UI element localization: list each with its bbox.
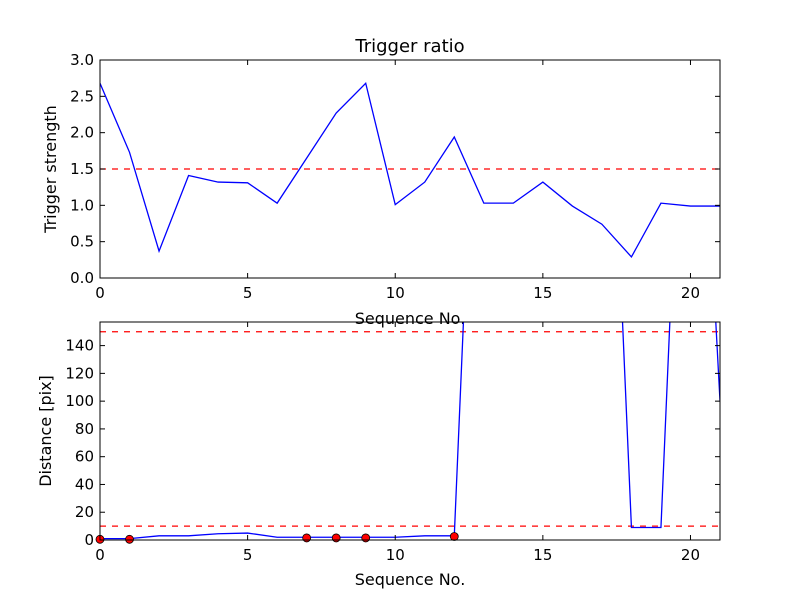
- y-tick-label: 2.0: [70, 124, 94, 142]
- x-tick-label: 15: [533, 546, 552, 564]
- x-tick-label: 5: [243, 546, 253, 564]
- x-tick-label: 20: [681, 546, 700, 564]
- plot-frame: [99, 321, 721, 541]
- y-axis: 0.0 0.5 1.0 1.5 2.0 2.5 3.0: [70, 51, 720, 287]
- x-tick-label: 10: [386, 546, 405, 564]
- y-tick-label: 2.5: [70, 87, 94, 105]
- y-tick-label: 20: [75, 503, 94, 521]
- data-marker: [449, 532, 459, 541]
- x-axis: 0 5 10 15 20: [95, 322, 700, 564]
- series-line: [100, 322, 720, 540]
- plot-frame: [99, 59, 721, 279]
- y-tick-label: 0.5: [70, 233, 94, 251]
- data-marker: [125, 534, 134, 544]
- series-line: [100, 81, 720, 259]
- y-tick-label: 60: [75, 448, 94, 466]
- markers-layer: [95, 532, 459, 544]
- y-axis: 0 20 40 60 80 100 120 140: [65, 337, 720, 549]
- series-layer: [100, 322, 720, 540]
- series-layer: [100, 81, 720, 259]
- y-tick-label: 120: [65, 364, 94, 382]
- x-tick-label: 0: [95, 546, 105, 564]
- x-axis-label: Sequence No.: [355, 309, 466, 328]
- data-marker: [361, 533, 371, 543]
- y-tick-label: 80: [75, 420, 94, 438]
- y-tick-label: 1.5: [70, 160, 94, 178]
- x-tick-label: 20: [681, 284, 700, 302]
- chart-trigger-ratio: Trigger ratio 0 5 10 15 20 0.0 0.5 1.0 1.5 2.0 2.…: [41, 36, 721, 328]
- x-axis: 0 5 10 15 20: [95, 60, 700, 302]
- x-axis-label: Sequence No.: [355, 570, 466, 589]
- y-tick-label: 1.0: [70, 196, 94, 214]
- y-tick-label: 40: [75, 475, 94, 493]
- x-tick-label: 5: [243, 284, 253, 302]
- y-tick-label: 0.0: [70, 269, 94, 287]
- x-tick-label: 10: [386, 284, 405, 302]
- y-axis-label: Trigger strength: [41, 105, 60, 234]
- chart-title: Trigger ratio: [354, 36, 464, 57]
- x-tick-label: 0: [95, 284, 105, 302]
- x-tick-label: 15: [533, 284, 552, 302]
- threshold-lines: [100, 331, 720, 527]
- y-tick-label: 3.0: [70, 51, 94, 69]
- data-marker: [331, 533, 341, 543]
- y-tick-label: 0: [84, 531, 94, 549]
- data-marker: [302, 533, 312, 543]
- y-axis-label: Distance [pix]: [36, 375, 55, 487]
- y-tick-label: 100: [65, 392, 94, 410]
- y-tick-label: 140: [65, 337, 94, 355]
- chart-distance: 0 5 10 15 20 0 20 40 60 80 100 120 140 Sequence No.…: [36, 321, 721, 589]
